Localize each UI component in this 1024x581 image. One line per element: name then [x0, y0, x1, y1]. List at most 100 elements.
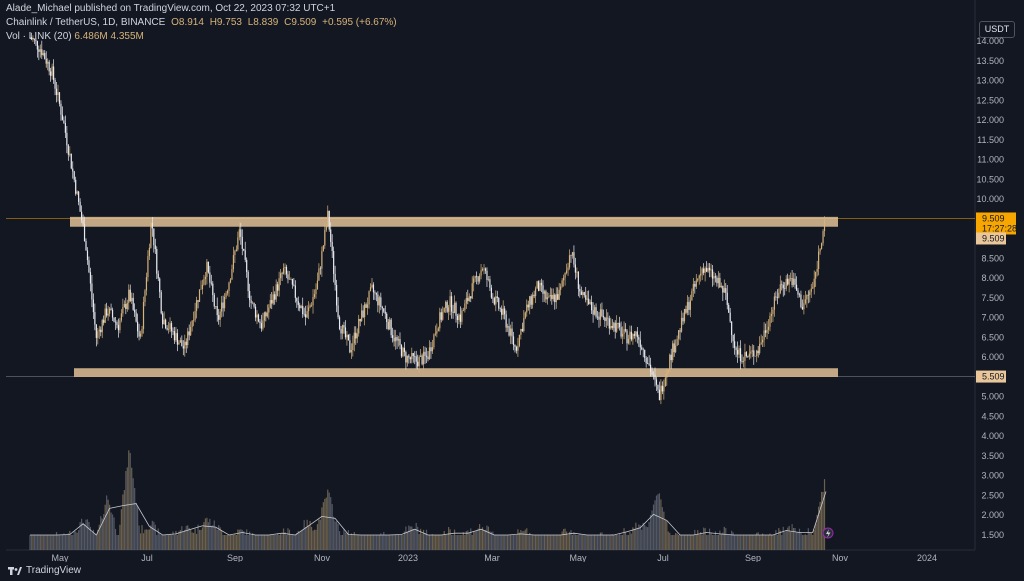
candle-body — [517, 345, 519, 351]
candle-body — [97, 331, 99, 338]
candle-body — [154, 245, 156, 250]
candle-body — [250, 300, 252, 304]
volume-bar — [442, 535, 444, 550]
candle-body — [193, 320, 195, 321]
candle-body — [399, 339, 401, 346]
price-chart[interactable]: 14.000 13.500 13.000 12.500 12.000 11.500 11.0… — [0, 0, 1024, 562]
candle-body — [371, 284, 373, 288]
volume-bar — [719, 530, 721, 550]
candle-body — [103, 320, 105, 323]
candle-body — [170, 323, 173, 332]
high-value: H9.753 — [209, 17, 242, 28]
volume-bar — [605, 535, 607, 550]
candle-body — [355, 332, 357, 339]
tradingview-logo[interactable]: TradingView — [8, 565, 81, 576]
candle-body — [251, 302, 254, 304]
candle-body — [493, 298, 495, 305]
volume-bar — [694, 529, 696, 550]
volume-bar — [706, 535, 708, 550]
candle-body — [381, 306, 383, 309]
candle-body — [123, 303, 125, 308]
candle-body — [182, 346, 184, 349]
candle-body — [337, 305, 339, 318]
candle-body — [484, 268, 487, 271]
volume-bar — [341, 535, 344, 550]
volume-bar — [361, 535, 363, 550]
volume-bar — [231, 535, 233, 550]
candle-body — [260, 323, 263, 329]
volume-bar — [490, 531, 492, 550]
candle-body — [269, 300, 271, 308]
candle-body — [490, 287, 492, 298]
volume-bar — [823, 479, 826, 550]
volume-bar — [717, 535, 719, 550]
y-tick-label: 13.000 — [976, 76, 1004, 86]
volume-bar — [337, 523, 339, 550]
volume-bar — [76, 532, 78, 550]
candle-body — [611, 325, 613, 328]
candle-body — [201, 284, 204, 290]
candle-body — [598, 316, 600, 320]
candle-body — [673, 343, 675, 353]
candle-body — [390, 319, 392, 336]
volume-bar — [568, 531, 571, 550]
candle-body — [187, 331, 189, 346]
candle-body — [669, 354, 671, 370]
volume-bar — [614, 535, 616, 550]
candle-body — [784, 288, 786, 289]
volume-legend: Vol · LINK (20) 6.486M 4.355M — [6, 31, 144, 42]
candle-body — [104, 308, 106, 323]
candle-body — [539, 282, 541, 291]
volume-bar — [750, 535, 752, 550]
volume-bar — [806, 535, 808, 550]
volume-bar — [711, 535, 714, 550]
candle-body — [389, 319, 391, 330]
symbol-label[interactable]: Chainlink / TetherUS, 1D, BINANCE — [6, 17, 166, 28]
candle-body — [445, 301, 447, 309]
candle-body — [106, 308, 108, 316]
volume-bar — [561, 531, 563, 550]
volume-bar — [760, 535, 762, 550]
candle-body — [197, 300, 199, 302]
volume-bar — [159, 533, 161, 550]
candle-body — [809, 291, 811, 296]
volume-bar — [657, 494, 659, 550]
candle-body — [788, 278, 790, 285]
volume-bar — [484, 529, 487, 550]
volume-bar — [762, 533, 764, 550]
volume-bar — [623, 528, 625, 550]
candle-body — [483, 268, 485, 270]
candle-body — [257, 314, 260, 322]
candle-body — [114, 321, 117, 323]
volume-bar — [216, 529, 218, 550]
candle-body — [546, 297, 548, 300]
volume-bar — [287, 528, 289, 550]
low-value: L8.839 — [247, 17, 279, 28]
volume-bar — [458, 535, 460, 550]
candle-body — [334, 273, 336, 285]
volume-bar — [390, 535, 392, 550]
volume-bar — [377, 535, 379, 550]
candle-body — [111, 309, 114, 318]
candle-body — [88, 260, 90, 273]
volume-bar — [736, 535, 739, 550]
volume-bar — [772, 535, 774, 550]
candle-body — [213, 295, 215, 307]
candle-body — [364, 304, 366, 318]
candle-body — [300, 306, 302, 309]
volume-bar — [319, 519, 321, 550]
volume-label[interactable]: Vol · LINK (20) — [6, 31, 72, 42]
volume-bar — [781, 535, 783, 550]
volume-bar — [296, 532, 298, 550]
candle-body — [608, 318, 610, 329]
candle-body — [535, 288, 537, 297]
currency-button[interactable]: USDT — [979, 21, 1015, 38]
candle-body — [328, 210, 330, 230]
candle-body — [221, 302, 223, 312]
candle-body — [738, 348, 740, 355]
candle-body — [70, 153, 72, 169]
volume-bar — [700, 532, 702, 550]
candle-body — [377, 294, 379, 306]
candle-body — [579, 288, 581, 292]
volume-bar — [747, 535, 749, 550]
